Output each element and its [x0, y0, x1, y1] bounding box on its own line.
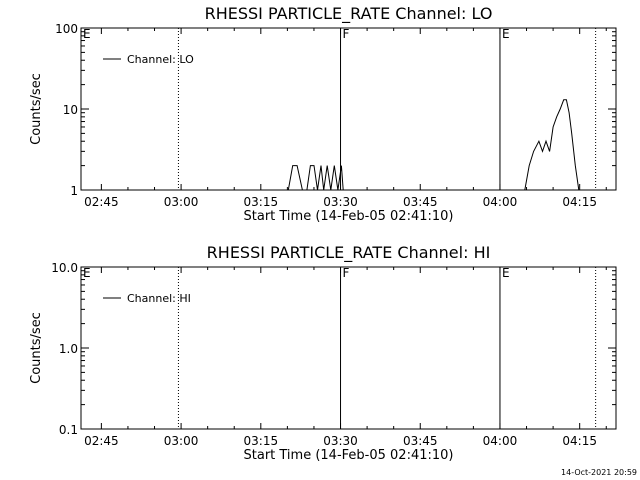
y-tick-label: 1.0: [59, 342, 78, 356]
x-axis-label: Start Time (14-Feb-05 02:41:10): [244, 209, 454, 224]
x-tick-label: 03:15: [244, 434, 279, 448]
panel-hi: RHESSI PARTICLE_RATE Channel: HI 02:45 03:…: [29, 243, 617, 463]
panel-lo: RHESSI PARTICLE_RATE Channel: LO 02:45 03:…: [29, 4, 617, 224]
event-marker-label: E: [83, 27, 91, 41]
x-tick-label: 04:15: [562, 434, 597, 448]
series-line: [287, 99, 580, 191]
chart-title: RHESSI PARTICLE_RATE Channel: LO: [205, 4, 493, 24]
event-marker-label: E: [502, 266, 510, 280]
x-tick-label: 03:30: [323, 434, 358, 448]
x-tick-label: 03:30: [323, 195, 358, 209]
y-tick-label: 10.0: [51, 261, 78, 275]
x-tick-label: 03:00: [164, 195, 199, 209]
y-axis-label: Counts/sec: [29, 312, 44, 384]
y-tick-label: 100: [55, 22, 78, 36]
x-tick-label: 04:15: [562, 195, 597, 209]
event-marker-label: E: [83, 266, 91, 280]
x-tick-label: 02:45: [84, 434, 119, 448]
y-tick-label: 10: [63, 103, 78, 117]
x-tick-label: 02:45: [84, 195, 119, 209]
chart-title: RHESSI PARTICLE_RATE Channel: HI: [207, 243, 491, 263]
x-tick-label: 03:15: [244, 195, 279, 209]
x-tick-label: 03:00: [164, 434, 199, 448]
y-tick-label: 0.1: [59, 423, 78, 437]
x-tick-label: 03:45: [403, 434, 438, 448]
event-marker-label: E: [502, 27, 510, 41]
y-axis-label: Counts/sec: [29, 73, 44, 145]
legend-entry: Channel: LO: [127, 53, 194, 66]
print-timestamp: 14-Oct-2021 20:59: [561, 468, 637, 477]
x-tick-label: 04:00: [483, 434, 518, 448]
y-tick-label: 1: [70, 184, 78, 198]
event-marker-label: F: [343, 266, 350, 280]
x-axis-label: Start Time (14-Feb-05 02:41:10): [244, 448, 454, 463]
x-tick-label: 04:00: [483, 195, 518, 209]
legend-entry: Channel: HI: [127, 292, 191, 305]
event-marker-label: F: [343, 27, 350, 41]
x-tick-label: 03:45: [403, 195, 438, 209]
